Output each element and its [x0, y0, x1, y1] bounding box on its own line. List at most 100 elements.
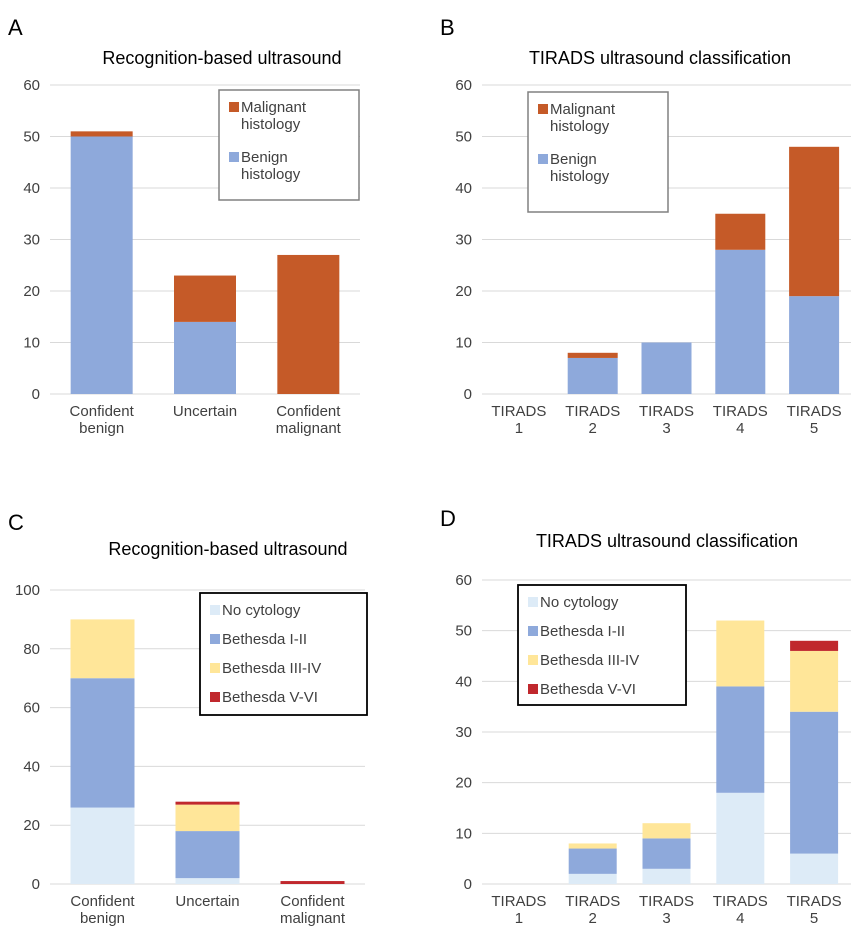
panel-b-bar-segment: [789, 296, 840, 394]
panel-a-legend-label: histology: [241, 166, 301, 183]
panel-c-legend-swatch: [210, 663, 220, 673]
panel-b-letter: B: [440, 15, 455, 40]
panel-b-ytick-label: 60: [455, 77, 472, 94]
panel-d-legend-label: Bethesda III-IV: [540, 652, 639, 669]
panel-d-legend-swatch: [528, 655, 538, 665]
panel-a-xtick-label: Confident: [276, 403, 341, 420]
panel-a-letter: A: [8, 15, 23, 40]
panel-d-bar-segment: [790, 853, 839, 884]
panel-d-legend-label: Bethesda I-II: [540, 623, 625, 640]
panel-c-legend-label: Bethesda III-IV: [222, 660, 321, 677]
panel-d-xtick-label: 1: [515, 910, 523, 927]
panel-d-bar-segment: [790, 650, 839, 712]
panel-c-legend-swatch: [210, 692, 220, 702]
panel-c-bar-segment: [175, 804, 240, 832]
panel-b-legend-box: [527, 91, 669, 213]
panel-a-ytick-label: 0: [32, 386, 40, 403]
panel-b-title: TIRADS ultrasound classification: [529, 48, 791, 68]
panel-a-ytick-label: 50: [23, 129, 40, 146]
panel-b-bar-segment: [567, 352, 618, 358]
panel-c: C Recognition-based ultrasound 0 20 40 60 80…: [8, 510, 368, 927]
panel-d-bar-segment: [642, 868, 691, 884]
panel-d-bar-segment: [642, 823, 691, 839]
panel-d-bar-segment: [716, 620, 765, 687]
panel-b-xtick-label: 4: [736, 420, 744, 437]
panel-b-bar-segment: [715, 213, 766, 250]
panel-a-legend-label: histology: [241, 116, 301, 133]
panel-c-letter: C: [8, 510, 24, 535]
panel-d-xtick-label: 4: [736, 910, 744, 927]
panel-c-xtick-label: malignant: [280, 910, 346, 927]
panel-b-xtick-label: 2: [589, 420, 597, 437]
panel-d-bar-segment: [790, 640, 839, 651]
panel-a-ytick-label: 40: [23, 180, 40, 197]
panel-d-bar-segment: [716, 686, 765, 793]
panel-a-title: Recognition-based ultrasound: [102, 48, 341, 68]
panel-d-bar-segment: [568, 848, 617, 874]
panel-b-xtick-label: TIRADS: [639, 403, 694, 420]
panel-a-xtick-label: malignant: [276, 420, 342, 437]
panel-b-legend-label: Malignant: [550, 101, 616, 118]
panel-c-ytick-label: 0: [32, 876, 40, 893]
panel-a-ytick-label: 10: [23, 335, 40, 352]
panel-d-legend-swatch: [528, 626, 538, 636]
panel-c-legend-box: [199, 592, 368, 716]
panel-d-xtick-label: TIRADS: [787, 893, 842, 910]
panel-d: D TIRADS ultrasound classification 0 10 20…: [440, 506, 851, 927]
panel-d-legend-swatch: [528, 684, 538, 694]
panel-c-ytick-label: 40: [23, 758, 40, 775]
panel-a-ytick-label: 20: [23, 283, 40, 300]
panel-b-legend-swatch: [538, 154, 548, 164]
panel-c-legend-swatch: [210, 634, 220, 644]
panel-b-bar-segment: [789, 146, 840, 297]
panel-b-xtick-label: TIRADS: [713, 403, 768, 420]
panel-b-legend-label: Benign: [550, 151, 597, 168]
panel-d-title: TIRADS ultrasound classification: [536, 531, 798, 551]
panel-c-ytick-label: 20: [23, 817, 40, 834]
panel-d-bar-segment: [568, 873, 617, 884]
panel-d-ytick-label: 40: [455, 673, 472, 690]
panel-b-ytick-label: 20: [455, 283, 472, 300]
panel-d-bar-segment: [568, 843, 617, 849]
panel-a-bar-segment: [70, 136, 133, 394]
panel-d-xtick-label: 3: [662, 910, 670, 927]
panel-d-legend-swatch: [528, 597, 538, 607]
panel-b-ytick-label: 40: [455, 180, 472, 197]
panel-c-title: Recognition-based ultrasound: [108, 539, 347, 559]
panel-c-xtick-label: benign: [80, 910, 125, 927]
panel-a-xtick-label: Uncertain: [173, 403, 237, 420]
panel-b-ytick-label: 0: [464, 386, 472, 403]
panel-a-ytick-label: 60: [23, 77, 40, 94]
panel-b-ytick-label: 10: [455, 335, 472, 352]
panel-a-legend-swatch: [229, 152, 239, 162]
panel-b-xtick-label: 5: [810, 420, 818, 437]
panel-c-bar-segment: [175, 878, 240, 884]
panel-a-legend-box: [218, 89, 360, 201]
panel-d-bar-segment: [642, 838, 691, 869]
panel-b-xtick-label: TIRADS: [565, 403, 620, 420]
panel-d-ytick-label: 0: [464, 876, 472, 893]
panel-d-legend-label: No cytology: [540, 594, 619, 611]
panel-d-legend-box: [517, 584, 687, 706]
panel-d-xtick-label: 5: [810, 910, 818, 927]
panel-c-bar-segment: [70, 619, 135, 679]
panel-c-xtick-label: Confident: [280, 893, 345, 910]
panel-a-bar-segment: [174, 275, 236, 322]
panel-b-xtick-label: TIRADS: [787, 403, 842, 420]
panel-d-xtick-label: TIRADS: [565, 893, 620, 910]
panel-a-ytick-label: 30: [23, 232, 40, 249]
panel-c-bar-segment: [280, 881, 345, 884]
panel-a: A Recognition-based ultrasound 0 10 20 30 40…: [8, 15, 360, 437]
panel-b-legend-label: histology: [550, 168, 610, 185]
panel-b: B TIRADS ultrasound classification 0 10 20…: [440, 15, 851, 437]
panel-a-bar-segment: [70, 131, 133, 137]
panel-d-ytick-label: 30: [455, 724, 472, 741]
panel-d-ytick-label: 10: [455, 825, 472, 842]
panel-c-legend-swatch: [210, 605, 220, 615]
panel-b-xtick-label: TIRADS: [491, 403, 546, 420]
panel-b-xtick-label: 1: [515, 420, 523, 437]
panel-c-ytick-label: 60: [23, 700, 40, 717]
panel-b-legend-swatch: [538, 104, 548, 114]
panel-d-legend-label: Bethesda V-VI: [540, 681, 636, 698]
